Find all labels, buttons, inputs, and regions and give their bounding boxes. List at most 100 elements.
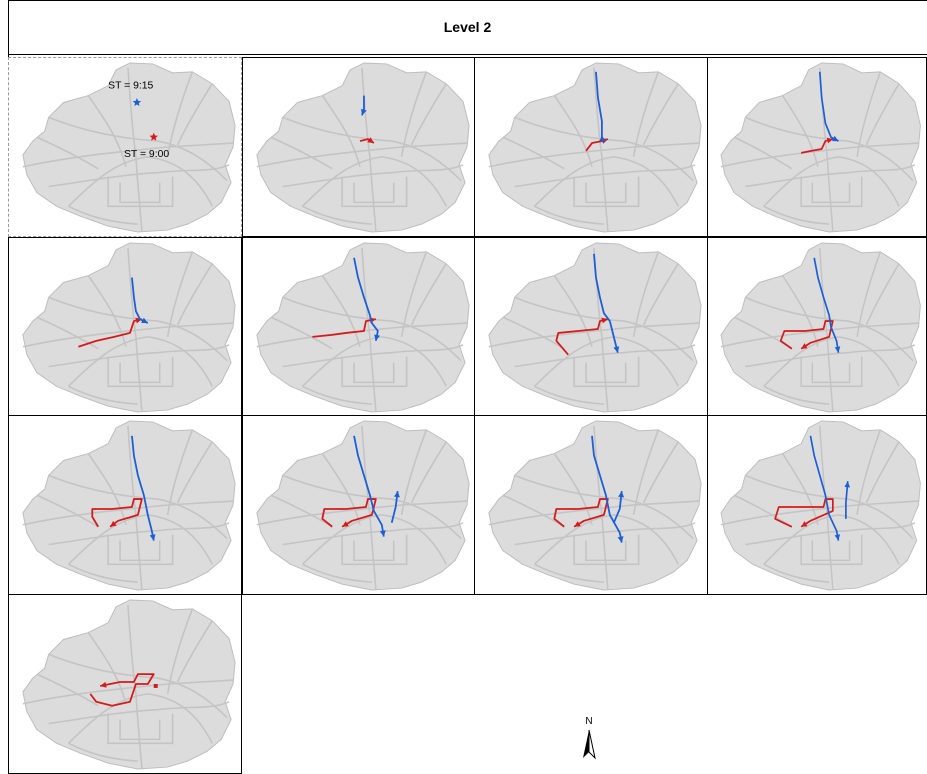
city-map xyxy=(22,420,236,591)
road-network xyxy=(22,425,234,590)
red-route xyxy=(774,498,834,528)
red-route-arrowhead xyxy=(801,521,808,527)
north-label: N xyxy=(585,716,592,727)
road-network xyxy=(488,247,700,412)
routes xyxy=(91,435,156,541)
blue-route-arrowhead xyxy=(617,536,624,543)
city-map xyxy=(488,420,702,591)
red-route-arrowhead xyxy=(801,343,808,349)
city-boundary xyxy=(488,62,702,233)
blue-route xyxy=(131,435,155,541)
blue-route xyxy=(813,257,840,353)
red-route xyxy=(312,318,377,338)
city-boundary xyxy=(720,242,921,413)
city-map xyxy=(720,242,921,413)
blue-route-arrowhead xyxy=(834,346,841,353)
city-map: ST = 9:15 ST = 9:00 xyxy=(22,62,236,233)
red-route-arrowhead xyxy=(826,137,833,144)
red-end-marker xyxy=(153,684,158,688)
red-route-arrowhead xyxy=(601,317,608,324)
city-boundary xyxy=(22,420,236,591)
road-network xyxy=(488,425,700,590)
city-boundary xyxy=(720,420,921,591)
blue-route-branch xyxy=(845,481,849,519)
blue-route-branch-arrowhead xyxy=(844,481,851,488)
city-boundary xyxy=(488,242,702,413)
city-boundary xyxy=(22,242,236,413)
blue-route-arrowhead xyxy=(599,135,606,142)
routes xyxy=(800,71,839,154)
city-map xyxy=(720,62,921,233)
blue-route-arrowhead xyxy=(361,108,367,116)
red-route xyxy=(89,673,155,707)
blue-route-arrowhead xyxy=(149,534,156,541)
blue-route-arrowhead xyxy=(379,530,386,537)
city-boundary xyxy=(488,420,702,591)
map-panel-9 xyxy=(8,415,242,595)
routes xyxy=(774,435,851,541)
routes xyxy=(321,435,400,537)
city-boundary xyxy=(22,599,236,770)
red-route-arrowhead xyxy=(367,137,374,144)
red-route xyxy=(78,318,143,348)
city-map xyxy=(22,242,236,413)
red-route-arrowhead xyxy=(574,521,581,527)
road-network xyxy=(256,67,468,232)
road-network xyxy=(22,604,234,769)
red-route-arrowhead xyxy=(100,681,107,688)
routes xyxy=(78,277,149,348)
map-panel-1: ST = 9:15 ST = 9:00 xyxy=(8,57,242,237)
routes xyxy=(553,435,625,543)
map-panel-5 xyxy=(8,237,242,417)
blue-route xyxy=(353,435,385,537)
blue-route xyxy=(353,257,379,342)
routes xyxy=(89,673,155,707)
routes xyxy=(312,257,380,342)
routes xyxy=(359,95,375,144)
red-start-star-icon xyxy=(149,132,159,141)
city-boundary xyxy=(256,62,470,233)
blue-route-arrowhead xyxy=(374,334,380,341)
city-map xyxy=(488,242,702,413)
road-network xyxy=(256,247,468,412)
blue-route-arrowhead xyxy=(613,346,620,353)
routes xyxy=(555,253,620,356)
red-route xyxy=(321,498,377,528)
routes xyxy=(779,257,841,353)
red-route xyxy=(91,498,143,528)
map-panel-3 xyxy=(474,57,708,237)
city-map xyxy=(256,420,470,591)
map-panel-11 xyxy=(474,415,708,595)
map-panel-13 xyxy=(8,594,242,774)
red-route xyxy=(779,320,834,350)
map-panel-7 xyxy=(474,237,708,417)
blue-start-star-icon xyxy=(132,98,142,107)
blue-route-branch-arrowhead xyxy=(618,491,625,498)
blue-route-branch xyxy=(612,491,623,524)
routes xyxy=(585,71,609,152)
map-panel-4 xyxy=(707,57,927,237)
red-start-time-label: ST = 9:00 xyxy=(124,149,169,160)
city-boundary xyxy=(256,420,470,591)
road-network xyxy=(256,425,468,590)
city-map xyxy=(256,62,470,233)
figure-title: Level 2 xyxy=(8,0,927,55)
road-network xyxy=(488,67,700,232)
city-map xyxy=(488,62,702,233)
blue-route-branch-arrowhead xyxy=(393,491,400,498)
city-map xyxy=(22,599,236,770)
map-panel-8 xyxy=(707,237,927,417)
red-route-arrowhead xyxy=(110,520,117,527)
city-map xyxy=(256,242,470,413)
blue-route-arrowhead xyxy=(834,534,841,541)
map-panel-12 xyxy=(707,415,927,595)
blue-route xyxy=(809,435,840,541)
road-network xyxy=(22,67,234,232)
city-map xyxy=(720,420,921,591)
blue-route xyxy=(593,253,619,353)
blue-route-arrowhead xyxy=(832,135,839,142)
red-route xyxy=(553,498,609,528)
blue-route-arrowhead xyxy=(141,317,148,324)
road-network xyxy=(22,247,234,412)
red-route xyxy=(555,318,609,356)
